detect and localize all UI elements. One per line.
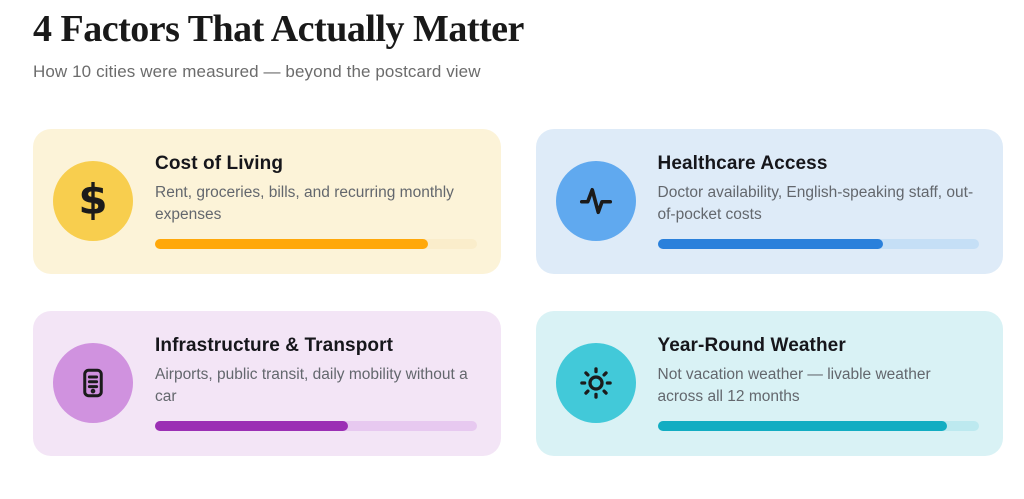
card-infrastructure-transport: Infrastructure & Transport Airports, pub… bbox=[33, 310, 501, 456]
progress-fill bbox=[657, 421, 947, 432]
pulse-icon bbox=[579, 187, 612, 215]
dollar-icon: $ bbox=[78, 175, 108, 225]
page-subtitle: How 10 cities were measured — beyond the… bbox=[33, 61, 481, 81]
progress-fill bbox=[155, 239, 429, 250]
card-title: Infrastructure & Transport bbox=[155, 335, 394, 357]
icon-circle bbox=[555, 161, 636, 242]
factor-cards-grid: $ Cost of Living Rent, groceries, bills,… bbox=[33, 128, 1003, 456]
progress-track bbox=[657, 239, 979, 250]
card-healthcare-access: Healthcare Access Doctor availability, E… bbox=[535, 128, 1003, 274]
card-description: Not vacation weather — livable weather a… bbox=[657, 366, 931, 406]
card-year-round-weather: Year-Round Weather Not vacation weather … bbox=[535, 310, 1003, 456]
progress-track bbox=[155, 421, 477, 432]
factors-section: 4 Factors That Actually Matter How 10 ci… bbox=[33, 8, 1003, 456]
progress-track bbox=[155, 239, 477, 250]
sun-icon bbox=[579, 367, 612, 399]
card-content: Year-Round Weather Not vacation weather … bbox=[657, 335, 979, 432]
card-content: Cost of Living Rent, groceries, bills, a… bbox=[155, 153, 477, 250]
transit-kiosk-icon bbox=[83, 368, 103, 398]
icon-circle bbox=[555, 343, 636, 424]
card-title: Year-Round Weather bbox=[657, 335, 846, 357]
card-description: Rent, groceries, bills, and recurring mo… bbox=[155, 184, 454, 224]
page-title: 4 Factors That Actually Matter bbox=[33, 8, 524, 50]
icon-circle: $ bbox=[53, 161, 133, 242]
progress-fill bbox=[155, 421, 348, 432]
card-content: Healthcare Access Doctor availability, E… bbox=[657, 153, 979, 250]
progress-fill bbox=[657, 239, 883, 250]
card-description: Airports, public transit, daily mobility… bbox=[155, 366, 468, 406]
card-content: Infrastructure & Transport Airports, pub… bbox=[155, 335, 477, 432]
card-cost-of-living: $ Cost of Living Rent, groceries, bills,… bbox=[33, 128, 501, 274]
progress-track bbox=[657, 421, 979, 432]
card-title: Cost of Living bbox=[155, 153, 284, 175]
icon-circle bbox=[53, 343, 133, 424]
card-title: Healthcare Access bbox=[657, 153, 828, 175]
card-description: Doctor availability, English-speaking st… bbox=[657, 184, 974, 224]
